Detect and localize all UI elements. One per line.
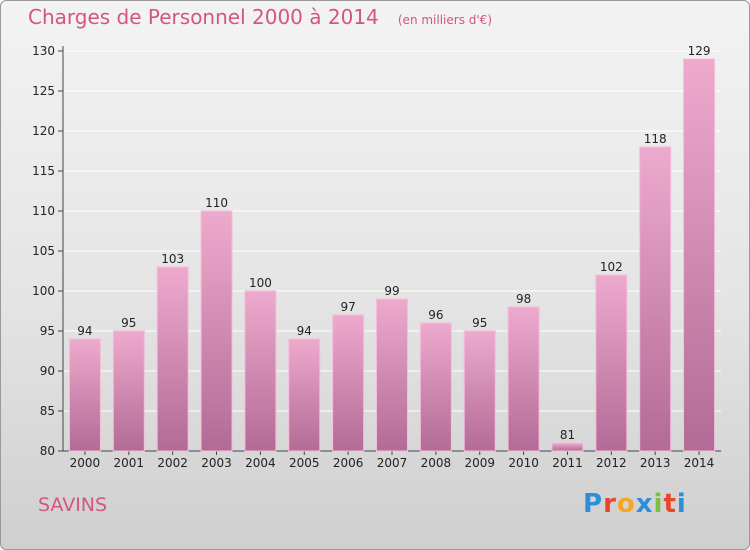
data-label: 102 — [600, 260, 623, 274]
data-label: 97 — [340, 300, 355, 314]
x-tick-label: 2000 — [70, 456, 101, 470]
bar — [595, 274, 628, 452]
bar — [551, 442, 584, 452]
x-tick-label: 2013 — [640, 456, 671, 470]
y-tick-label: 110 — [32, 204, 55, 218]
chart-subtitle: (en milliers d'€) — [397, 13, 492, 27]
data-label: 129 — [688, 44, 711, 58]
data-labels: 94 95 103 110 100 94 97 99 96 95 98 81 102 118 129 — [77, 44, 710, 442]
x-tick-label: 2012 — [596, 456, 627, 470]
y-tick-label: 125 — [32, 84, 55, 98]
x-tick-label: 2006 — [333, 456, 364, 470]
x-tick-label: 2004 — [245, 456, 276, 470]
x-tick-label: 2008 — [421, 456, 452, 470]
bar — [332, 314, 365, 452]
y-tick-label: 80 — [40, 444, 55, 458]
bar — [507, 306, 540, 452]
data-label: 94 — [297, 324, 312, 338]
data-label: 81 — [560, 428, 575, 442]
bar — [376, 298, 408, 452]
y-tick-label: 120 — [32, 124, 55, 138]
bar — [683, 58, 716, 452]
data-label: 95 — [472, 316, 487, 330]
y-tick-labels: 80 85 90 95 100 105 110 115 120 125 130 — [32, 44, 55, 458]
data-label: 110 — [205, 196, 228, 210]
y-tick-label: 115 — [32, 164, 55, 178]
bar — [463, 330, 496, 452]
y-tick-label: 100 — [32, 284, 55, 298]
bar — [639, 146, 672, 452]
data-label: 98 — [516, 292, 531, 306]
brand-logo: Proxiti — [583, 489, 687, 519]
data-label: 100 — [249, 276, 272, 290]
x-tick-label: 2003 — [201, 456, 232, 470]
data-label: 99 — [384, 284, 399, 298]
brand-letter: r — [603, 489, 617, 519]
data-label: 103 — [161, 252, 184, 266]
brand-letter: o — [616, 489, 636, 519]
title-row: Charges de Personnel 2000 à 2014 (en mil… — [28, 5, 492, 29]
x-tick-label: 2002 — [157, 456, 188, 470]
y-tick-label: 85 — [40, 404, 55, 418]
bar — [200, 210, 233, 452]
commune-name: SAVINS — [38, 494, 108, 516]
data-label: 96 — [428, 308, 443, 322]
brand-letter: P — [583, 489, 604, 519]
y-tick-label: 105 — [32, 244, 55, 258]
data-label: 94 — [77, 324, 92, 338]
brand-letter: t — [663, 489, 677, 519]
x-tick-label: 2007 — [377, 456, 408, 470]
bar — [419, 322, 452, 452]
bars — [68, 58, 716, 452]
x-tick-label: 2009 — [464, 456, 495, 470]
bar — [156, 266, 189, 452]
x-tick-label: 2014 — [684, 456, 715, 470]
x-tick-label: 2011 — [552, 456, 583, 470]
brand-letter: x — [635, 489, 654, 519]
data-label: 95 — [121, 316, 136, 330]
data-label: 118 — [644, 132, 667, 146]
x-tick-labels: 2000 2001 2002 2003 2004 2005 2006 2007 2008 2009… — [70, 456, 715, 470]
y-tick-label: 130 — [32, 44, 55, 58]
bar — [288, 338, 321, 452]
brand-letter: i — [676, 489, 687, 519]
bar — [68, 338, 101, 452]
brand-letter: i — [653, 489, 664, 519]
x-tick-label: 2005 — [289, 456, 320, 470]
x-tick-label: 2010 — [508, 456, 539, 470]
y-tick-label: 95 — [40, 324, 55, 338]
bar — [244, 290, 277, 452]
bar — [112, 330, 145, 452]
x-tick-label: 2001 — [114, 456, 145, 470]
y-tick-label: 90 — [40, 364, 55, 378]
chart-title: Charges de Personnel 2000 à 2014 — [28, 5, 379, 29]
